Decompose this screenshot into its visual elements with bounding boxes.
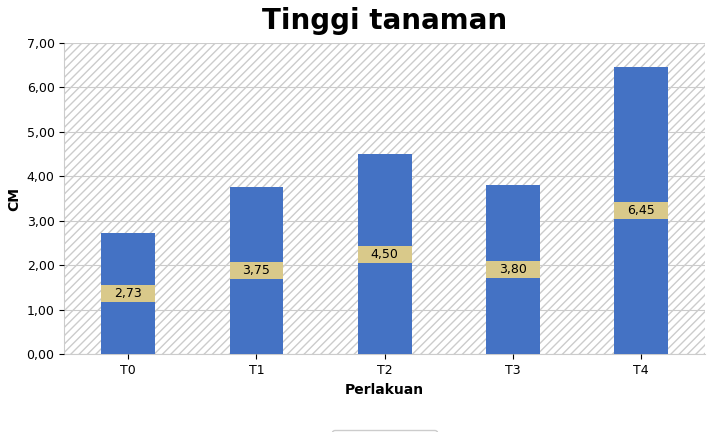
- Bar: [101, 233, 155, 354]
- Text: 3,80: 3,80: [499, 263, 527, 276]
- Y-axis label: CM: CM: [7, 187, 21, 210]
- FancyBboxPatch shape: [357, 246, 412, 263]
- Bar: [357, 154, 412, 354]
- Bar: [614, 67, 668, 354]
- Legend: Rata-rata: Rata-rata: [333, 430, 437, 432]
- FancyBboxPatch shape: [101, 285, 155, 302]
- FancyBboxPatch shape: [614, 202, 668, 219]
- Text: 3,75: 3,75: [243, 264, 271, 277]
- X-axis label: Perlakuan: Perlakuan: [345, 382, 424, 397]
- Bar: [486, 185, 540, 354]
- FancyBboxPatch shape: [486, 261, 540, 278]
- Text: 6,45: 6,45: [627, 204, 655, 217]
- Text: 2,73: 2,73: [115, 287, 142, 300]
- FancyBboxPatch shape: [229, 262, 283, 279]
- Text: 4,50: 4,50: [371, 248, 399, 260]
- Title: Tinggi tanaman: Tinggi tanaman: [262, 7, 507, 35]
- Bar: [229, 187, 283, 354]
